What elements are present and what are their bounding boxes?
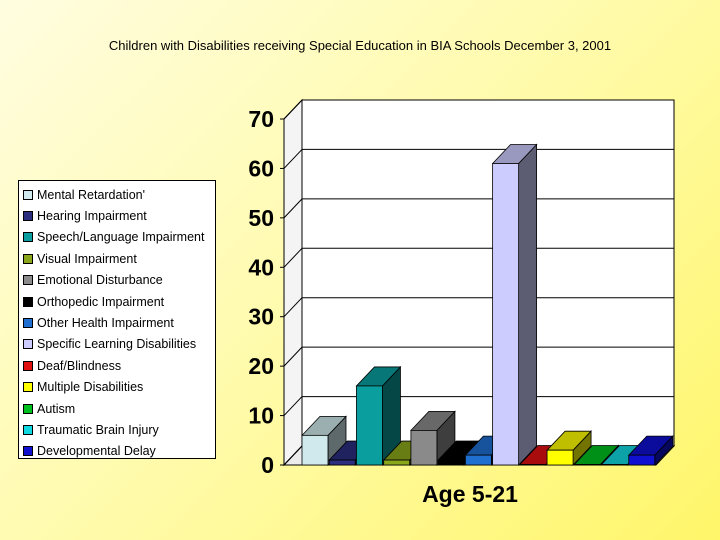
legend-swatch: [23, 296, 33, 307]
legend-swatch: [23, 318, 33, 329]
legend-label: Hearing Impairment: [37, 209, 147, 224]
x-category-label: Age 5-21: [422, 481, 518, 507]
y-tick-label: 10: [248, 403, 274, 429]
gridline-side: [283, 247, 303, 268]
legend-swatch: [23, 253, 33, 264]
legend-item: Orthopedic Impairment: [19, 291, 215, 312]
legend-swatch: [23, 232, 33, 243]
y-tick-label: 30: [248, 304, 274, 330]
chart-side-wall: [283, 98, 303, 467]
legend-item: Emotional Disturbance: [19, 270, 215, 291]
legend-swatch: [23, 403, 33, 414]
legend-swatch: [23, 446, 33, 457]
y-tick-label: 50: [248, 205, 274, 231]
y-tick-label: 60: [248, 155, 274, 181]
legend-item: Other Health Impairment: [19, 312, 215, 333]
y-tick-label: 20: [248, 353, 274, 379]
legend-item: Developmental Delay: [19, 441, 215, 462]
legend-swatch: [23, 360, 33, 371]
bar: [519, 464, 547, 466]
y-tick-label: 70: [248, 106, 274, 132]
bar: [601, 464, 628, 466]
legend-item: Deaf/Blindness: [19, 355, 215, 376]
bar: [356, 385, 383, 466]
legend-label: Deaf/Blindness: [37, 358, 122, 373]
gridline-side: [283, 445, 303, 466]
legend-item: Mental Retardation': [19, 184, 215, 205]
gridline-side: [283, 149, 303, 169]
bar: [546, 449, 574, 466]
legend-item: Multiple Disabilities: [19, 377, 215, 398]
bar: [328, 459, 356, 466]
legend-label: Orthopedic Impairment: [37, 294, 165, 309]
bar: [383, 459, 411, 466]
chart-legend: Mental Retardation' Hearing Impairment Spe…: [18, 180, 216, 459]
legend-label: Mental Retardation': [37, 187, 146, 202]
bar: [492, 163, 520, 466]
bar: [437, 459, 465, 466]
gridline-side: [283, 297, 303, 318]
y-tick-label: 40: [248, 254, 274, 280]
gridline-side: [283, 99, 303, 120]
gridline-side: [283, 198, 303, 219]
legend-item: Traumatic Brain Injury: [19, 419, 215, 440]
legend-label: Developmental Delay: [37, 444, 156, 459]
legend-item: Hearing Impairment: [19, 205, 215, 226]
chart-title: Children with Disabilities receiving Spe…: [108, 38, 612, 53]
legend-swatch: [23, 424, 33, 435]
gridline-side: [283, 346, 303, 367]
legend-item: Speech/Language Impairment: [19, 227, 215, 248]
legend-label: Traumatic Brain Injury: [37, 422, 159, 437]
legend-label: Autism: [37, 401, 76, 416]
legend-label: Other Health Impairment: [37, 316, 174, 331]
legend-label: Specific Learning Disabilities: [37, 337, 197, 352]
legend-swatch: [23, 275, 33, 286]
legend-label: Multiple Disabilities: [37, 380, 144, 395]
legend-swatch: [23, 339, 33, 350]
legend-label: Emotional Disturbance: [37, 273, 163, 288]
y-tick-label: 0: [261, 452, 274, 478]
bar: [464, 454, 492, 466]
legend-label: Visual Impairment: [37, 251, 137, 266]
legend-swatch: [23, 211, 33, 222]
gridline-side: [283, 396, 303, 416]
legend-label: Speech/Language Impairment: [37, 230, 205, 245]
legend-swatch: [23, 189, 33, 200]
legend-item: Specific Learning Disabilities: [19, 334, 215, 355]
legend-item: Autism: [19, 398, 215, 419]
bar: [410, 429, 438, 466]
bar: [301, 434, 329, 466]
bar: [628, 454, 656, 466]
bar: [573, 464, 601, 466]
bar-side: [518, 143, 538, 467]
legend-item: Visual Impairment: [19, 248, 215, 269]
legend-swatch: [23, 382, 33, 393]
